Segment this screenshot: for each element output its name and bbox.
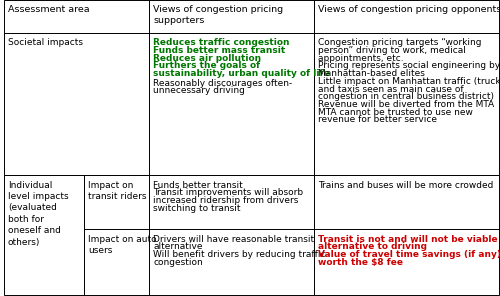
Text: increased ridership from drivers: increased ridership from drivers <box>153 196 298 205</box>
Text: Reduces air pollution: Reduces air pollution <box>153 54 261 63</box>
Text: worth the $8 fee: worth the $8 fee <box>318 258 403 267</box>
Text: Revenue will be diverted from the MTA: Revenue will be diverted from the MTA <box>318 100 494 109</box>
Text: Value of travel time savings (if any) not: Value of travel time savings (if any) no… <box>318 250 500 259</box>
Text: appointments, etc.: appointments, etc. <box>318 54 404 63</box>
Bar <box>314 175 499 229</box>
Text: and taxis seen as main cause of: and taxis seen as main cause of <box>318 84 464 94</box>
Text: Reduces traffic congestion: Reduces traffic congestion <box>153 38 290 47</box>
Bar <box>149 229 314 295</box>
Text: Funds better transit: Funds better transit <box>153 181 243 189</box>
Bar <box>4 0 149 33</box>
Text: Views of congestion pricing opponents: Views of congestion pricing opponents <box>318 5 500 14</box>
Text: Funds better mass transit: Funds better mass transit <box>153 46 285 55</box>
Text: Furthers the goals of: Furthers the goals of <box>153 62 260 70</box>
Text: unnecessary driving: unnecessary driving <box>153 86 245 95</box>
Text: Societal impacts: Societal impacts <box>8 38 83 47</box>
Text: Congestion pricing targets “working: Congestion pricing targets “working <box>318 38 482 47</box>
Bar <box>4 33 149 175</box>
Text: Trains and buses will be more crowded: Trains and buses will be more crowded <box>318 181 494 189</box>
Text: Pricing represents social engineering by: Pricing represents social engineering by <box>318 62 500 70</box>
Text: switching to transit: switching to transit <box>153 204 240 213</box>
Text: Little impact on Manhattan traffic (trucks: Little impact on Manhattan traffic (truc… <box>318 77 500 86</box>
Text: Manhattan-based elites: Manhattan-based elites <box>318 69 425 78</box>
Text: Impact on auto
users: Impact on auto users <box>88 235 156 255</box>
Text: alternative: alternative <box>153 242 202 251</box>
Text: Views of congestion pricing
supporters: Views of congestion pricing supporters <box>153 5 283 25</box>
Bar <box>314 229 499 295</box>
Bar <box>149 0 314 33</box>
Text: Transit improvements will absorb: Transit improvements will absorb <box>153 188 303 197</box>
Bar <box>84 229 149 295</box>
Text: revenue for better service: revenue for better service <box>318 115 437 124</box>
Text: Drivers will have reasonable transit: Drivers will have reasonable transit <box>153 235 314 244</box>
Text: person” driving to work, medical: person” driving to work, medical <box>318 46 466 55</box>
Text: Transit is not and will not be viable: Transit is not and will not be viable <box>318 235 498 244</box>
Bar <box>314 33 499 175</box>
Text: congestion: congestion <box>153 258 203 267</box>
Bar <box>314 0 499 33</box>
Text: sustainability, urban quality of life: sustainability, urban quality of life <box>153 69 330 78</box>
Text: Reasonably discourages often-: Reasonably discourages often- <box>153 79 292 88</box>
Text: Assessment area: Assessment area <box>8 5 89 14</box>
Bar <box>84 175 149 229</box>
Text: alternative to driving: alternative to driving <box>318 242 427 251</box>
Bar <box>149 33 314 175</box>
Text: Will benefit drivers by reducing traffic: Will benefit drivers by reducing traffic <box>153 250 326 259</box>
Bar <box>4 175 84 295</box>
Text: Impact on
transit riders: Impact on transit riders <box>88 181 146 201</box>
Bar <box>149 175 314 229</box>
Text: Individual
level impacts
(evaluated
both for
oneself and
others): Individual level impacts (evaluated both… <box>8 181 68 247</box>
Text: congestion in central business district): congestion in central business district) <box>318 92 494 101</box>
Text: MTA cannot be trusted to use new: MTA cannot be trusted to use new <box>318 107 473 117</box>
